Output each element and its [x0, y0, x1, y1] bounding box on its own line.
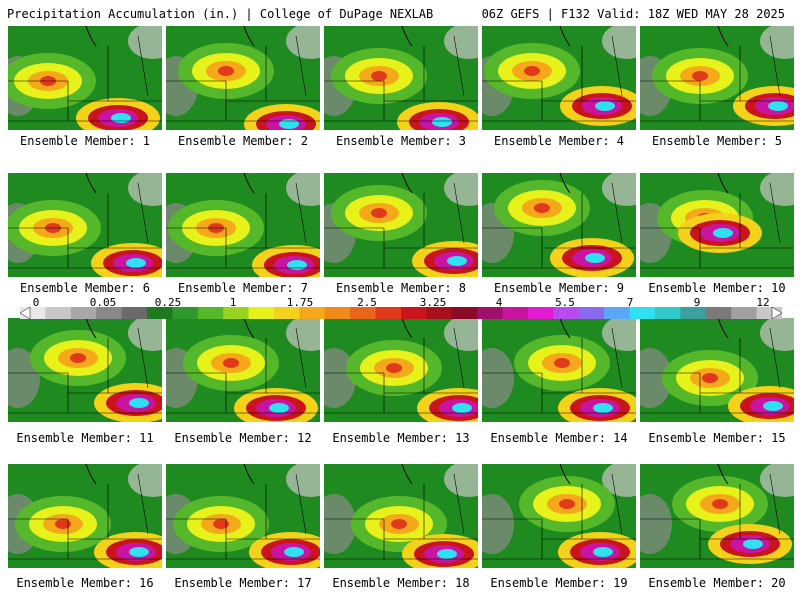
colorbar-swatch: [96, 307, 123, 319]
colorbar-tick-label: 0.25: [154, 296, 182, 309]
member-panel-9: [482, 173, 636, 277]
colorbar-swatch: [70, 307, 97, 319]
colorbar-swatch: [197, 307, 224, 319]
member-label: Ensemble Member: 10: [648, 281, 786, 295]
colorbar-tick-label: 1.75: [286, 296, 314, 309]
colorbar-swatch: [350, 307, 377, 319]
colorbar-swatch: [705, 307, 732, 319]
member-label: Ensemble Member: 7: [177, 281, 309, 295]
member-panel-1: [8, 26, 162, 130]
colorbar-swatch: [502, 307, 529, 319]
member-panel-14: [482, 318, 636, 422]
member-panel-17: [166, 464, 320, 568]
member-panel-13: [324, 318, 478, 422]
member-label: Ensemble Member: 20: [648, 576, 786, 590]
member-panel-4: [482, 26, 636, 130]
colorbar-swatch: [680, 307, 707, 319]
member-label: Ensemble Member: 9: [493, 281, 625, 295]
colorbar-tick-label: 0: [32, 296, 40, 309]
page-title: Precipitation Accumulation (in.) | Colle…: [7, 7, 434, 21]
member-panel-10: [640, 173, 794, 277]
member-panel-12: [166, 318, 320, 422]
model-run-info: 06Z GEFS | F132 Valid: 18Z WED MAY 28 20…: [481, 7, 785, 21]
member-label: Ensemble Member: 1: [19, 134, 151, 148]
colorbar: [20, 307, 782, 319]
member-panel-3: [324, 26, 478, 130]
member-panel-19: [482, 464, 636, 568]
colorbar-swatch: [299, 307, 326, 319]
member-panel-8: [324, 173, 478, 277]
member-panel-6: [8, 173, 162, 277]
colorbar-tick-label: 3.25: [419, 296, 447, 309]
colorbar-tick-label: 5.5: [555, 296, 575, 309]
colorbar-swatch: [629, 307, 656, 319]
colorbar-swatch: [655, 307, 681, 319]
colorbar-swatch: [528, 307, 554, 319]
colorbar-tick-label: 2.5: [357, 296, 377, 309]
colorbar-swatch: [274, 307, 300, 319]
colorbar-tick-label: 9: [693, 296, 701, 309]
member-panel-20: [640, 464, 794, 568]
member-panel-18: [324, 464, 478, 568]
colorbar-swatch: [121, 307, 148, 319]
colorbar-tick-label: 7: [626, 296, 634, 309]
colorbar-swatch: [426, 307, 453, 319]
colorbar-swatch: [172, 307, 199, 319]
colorbar-swatch: [223, 307, 250, 319]
colorbar-swatch: [578, 307, 605, 319]
member-panel-5: [640, 26, 794, 130]
member-label: Ensemble Member: 5: [651, 134, 783, 148]
colorbar-swatch: [477, 307, 504, 319]
colorbar-swatch: [375, 307, 402, 319]
member-panel-15: [640, 318, 794, 422]
colorbar-swatch: [324, 307, 351, 319]
member-panel-11: [8, 318, 162, 422]
member-label: Ensemble Member: 19: [490, 576, 628, 590]
member-label: Ensemble Member: 18: [332, 576, 470, 590]
colorbar-tick-label: 1: [229, 296, 237, 309]
member-label: Ensemble Member: 11: [16, 431, 154, 445]
member-label: Ensemble Member: 12: [174, 431, 312, 445]
member-label: Ensemble Member: 13: [332, 431, 470, 445]
colorbar-swatch: [45, 307, 72, 319]
member-label: Ensemble Member: 2: [177, 134, 309, 148]
member-label: Ensemble Member: 16: [16, 576, 154, 590]
colorbar-tick-label: 4: [495, 296, 503, 309]
member-label: Ensemble Member: 17: [174, 576, 312, 590]
member-panel-2: [166, 26, 320, 130]
colorbar-swatch: [248, 307, 275, 319]
member-panel-7: [166, 173, 320, 277]
colorbar-swatch: [553, 307, 580, 319]
member-label: Ensemble Member: 4: [493, 134, 625, 148]
colorbar-swatch: [401, 307, 427, 319]
colorbar-swatch: [451, 307, 478, 319]
member-panel-16: [8, 464, 162, 568]
member-label: Ensemble Member: 6: [19, 281, 151, 295]
member-label: Ensemble Member: 3: [335, 134, 467, 148]
member-label: Ensemble Member: 14: [490, 431, 628, 445]
member-label: Ensemble Member: 15: [648, 431, 786, 445]
colorbar-tick-label: 0.05: [89, 296, 117, 309]
member-label: Ensemble Member: 8: [335, 281, 467, 295]
colorbar-swatch: [731, 307, 758, 319]
colorbar-tick-label: 12: [756, 296, 770, 309]
colorbar-swatch: [147, 307, 173, 319]
colorbar-swatch: [604, 307, 631, 319]
